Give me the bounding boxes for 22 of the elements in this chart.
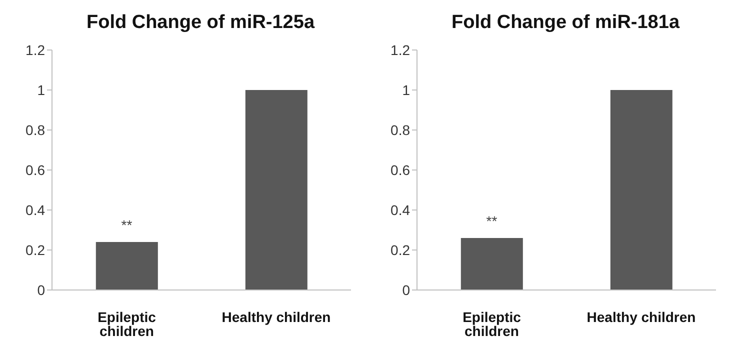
x-tick-label: Epileptic children xyxy=(98,308,156,339)
x-tick-label: Epileptic children xyxy=(462,308,522,339)
annotation: ** xyxy=(121,217,133,233)
chart-title: Fold Change of miR-181a xyxy=(450,11,681,35)
y-tick-label: 0.8 xyxy=(390,122,410,138)
y-tick-label: 1.2 xyxy=(26,42,46,58)
y-tick-label: 0.4 xyxy=(390,202,410,218)
y-tick-label: 0 xyxy=(37,282,46,298)
y-tick-label: 0.2 xyxy=(26,242,46,258)
y-tick-label: 0.6 xyxy=(390,162,410,178)
y-tick-label: 0.8 xyxy=(26,122,46,138)
x-tick-label: Healthy children xyxy=(222,308,331,325)
y-tick-label: 1 xyxy=(402,82,410,98)
y-tick-label: 0 xyxy=(402,282,410,298)
annotation: ** xyxy=(486,213,498,229)
y-tick-label: 1 xyxy=(37,82,46,98)
y-tick-label: 0.4 xyxy=(26,202,46,218)
chart-title: Fold Change of miR-125a xyxy=(85,11,316,35)
y-tick-label: 1.2 xyxy=(390,42,410,58)
x-tick-label: Healthy children xyxy=(586,308,696,325)
y-tick-label: 0.2 xyxy=(390,242,410,258)
y-tick-label: 0.6 xyxy=(26,162,46,178)
